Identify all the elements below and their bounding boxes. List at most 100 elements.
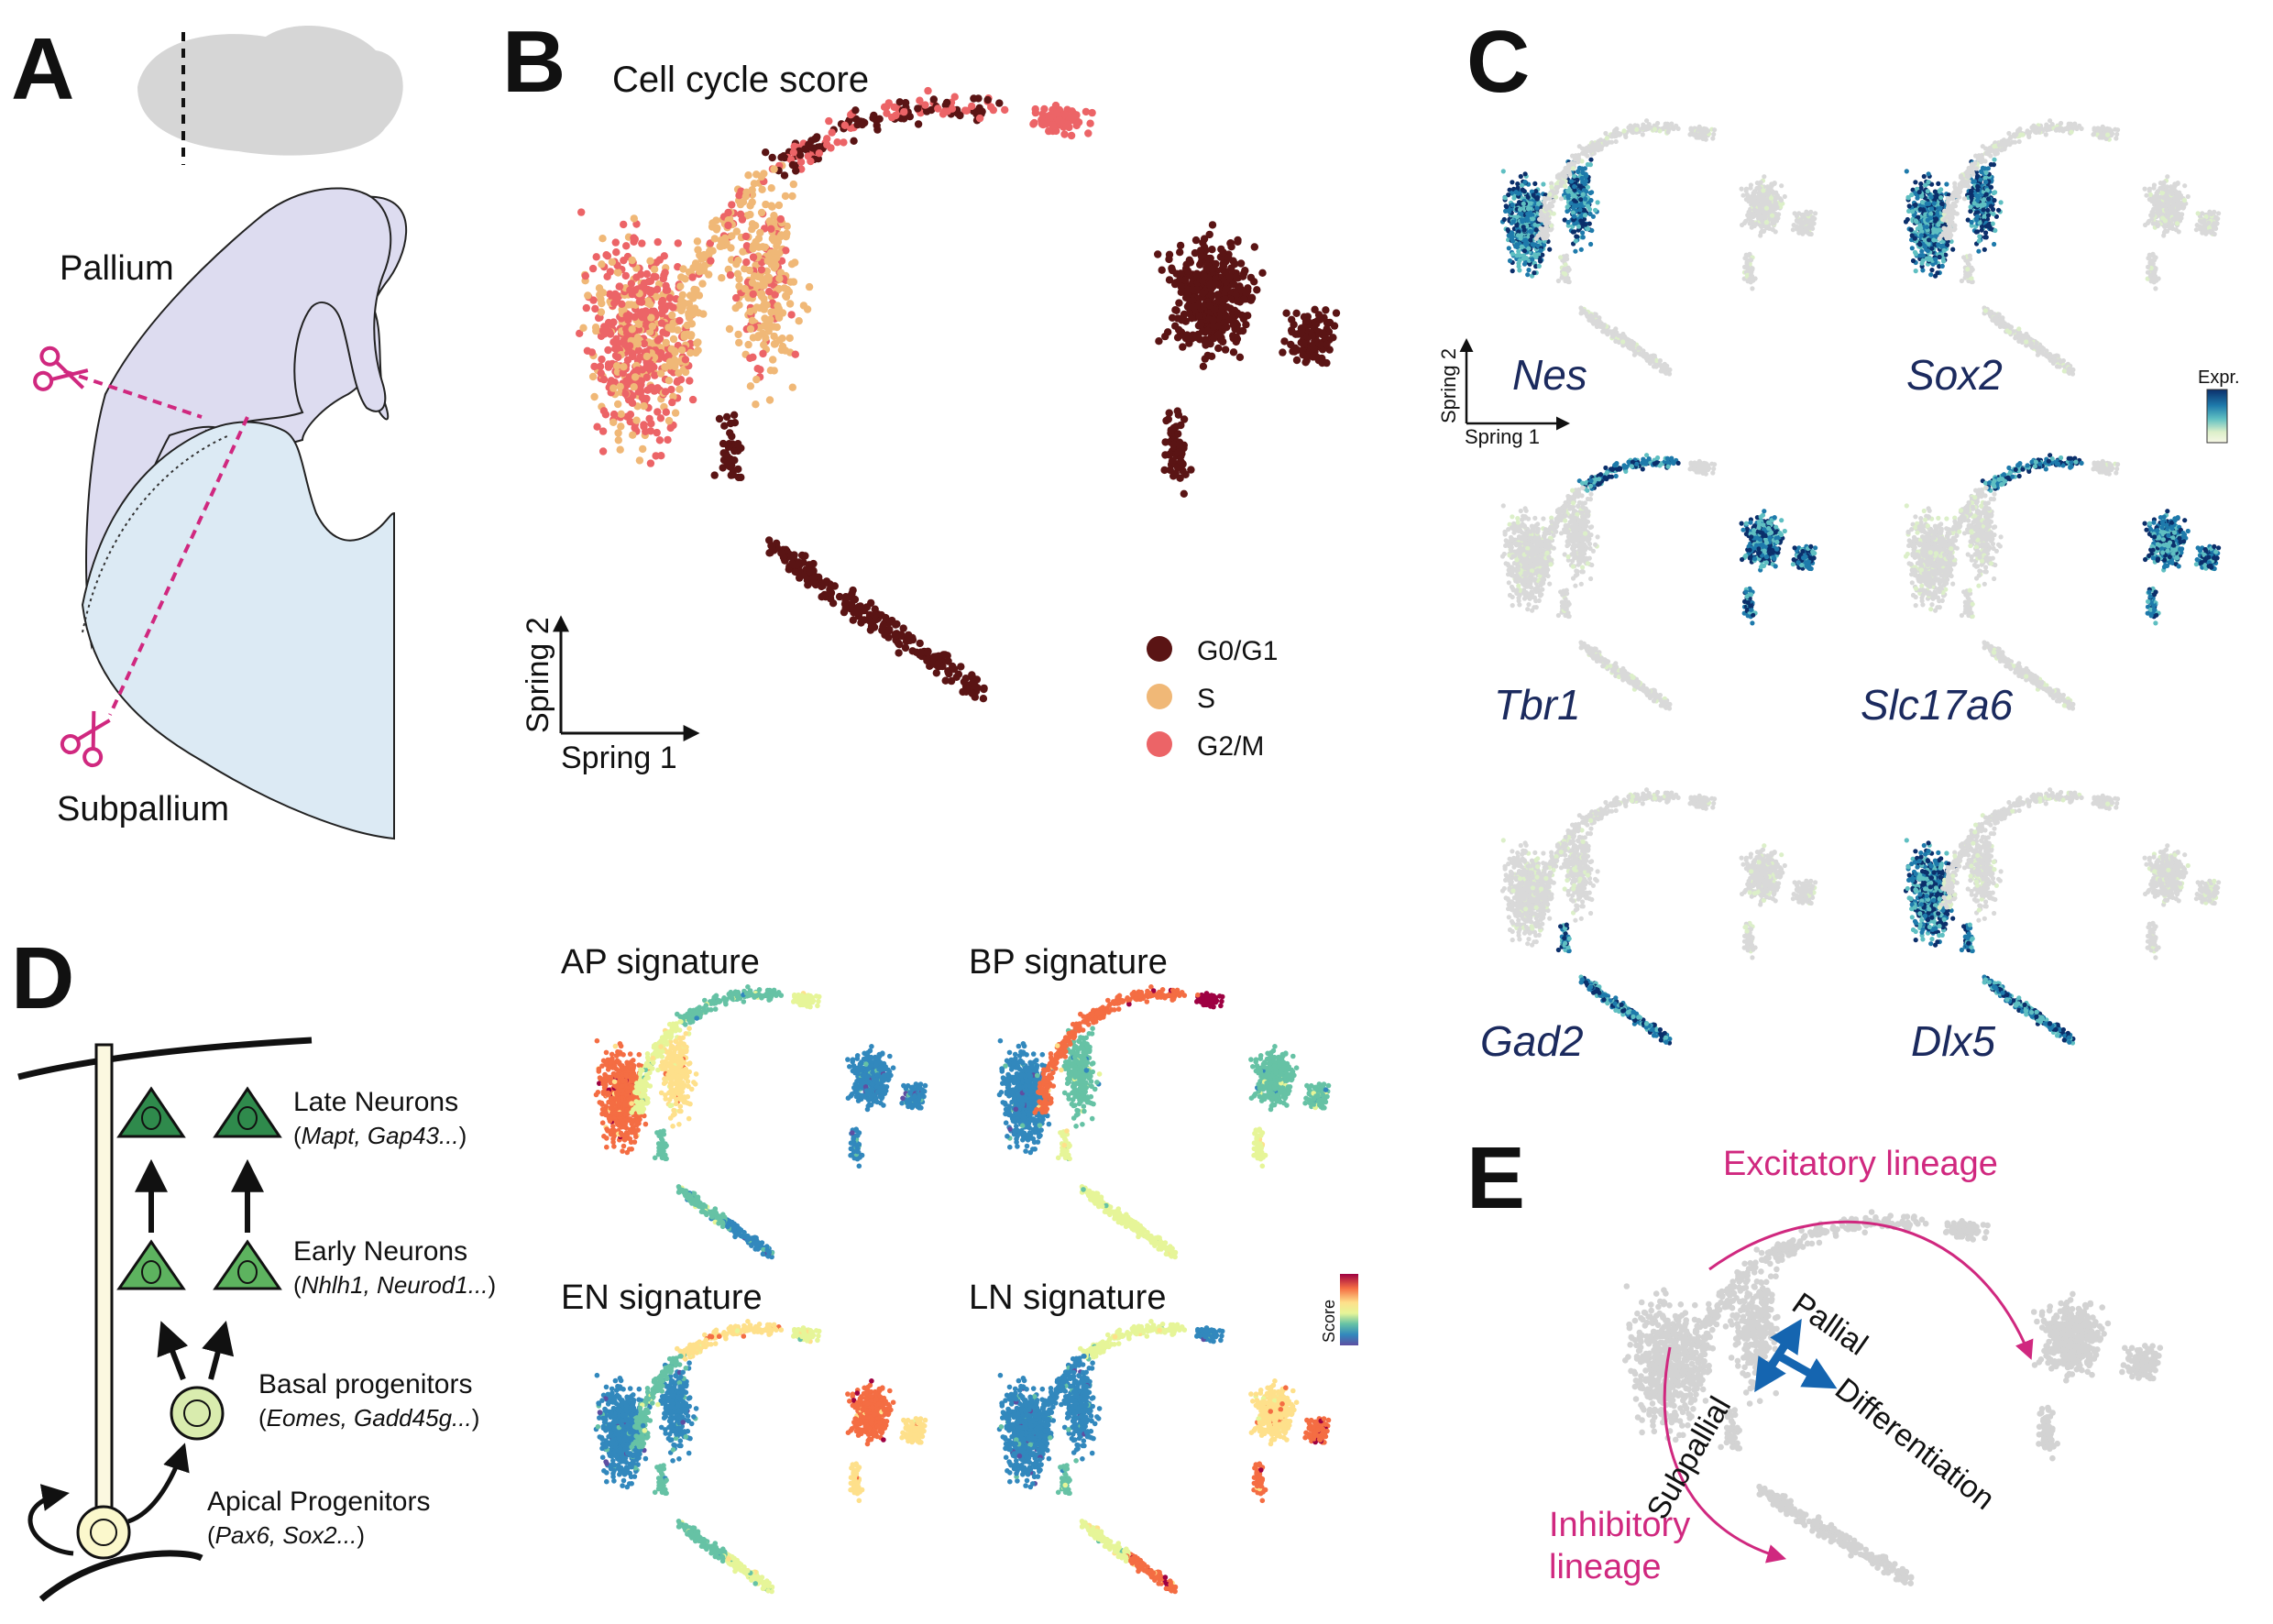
cell-point xyxy=(1199,290,1206,297)
cell-point xyxy=(1748,214,1752,218)
cell-point xyxy=(1607,140,1611,145)
cell-point xyxy=(1040,105,1048,113)
cell-point xyxy=(1927,237,1931,242)
cell-point xyxy=(734,257,741,264)
cell-point xyxy=(1227,243,1235,250)
cell-point xyxy=(1212,280,1219,287)
cell-point xyxy=(769,154,776,161)
cell-point xyxy=(1751,193,1756,198)
cell-point xyxy=(675,317,683,324)
cell-point xyxy=(611,345,619,352)
cell-point xyxy=(1598,137,1603,142)
cell-point xyxy=(647,459,654,466)
cell-point xyxy=(1224,303,1231,311)
cell-point xyxy=(1905,217,1910,222)
cell-point xyxy=(734,466,741,473)
cell-point xyxy=(1931,237,1936,242)
cell-point xyxy=(1528,237,1532,242)
legend-swatch-g2m xyxy=(1147,731,1172,757)
cell-point xyxy=(1610,133,1615,137)
cell-point xyxy=(1534,236,1539,241)
cell-point xyxy=(800,302,807,309)
cell-point xyxy=(767,225,774,233)
cell-point xyxy=(1911,258,1916,263)
cell-point xyxy=(1928,215,1933,220)
cell-point xyxy=(739,215,746,223)
cell-point xyxy=(1516,249,1521,254)
cell-point xyxy=(949,663,956,670)
cell-point xyxy=(1298,326,1305,334)
cell-point xyxy=(786,335,794,342)
cell-point xyxy=(645,278,653,285)
cell-point xyxy=(668,346,675,353)
cell-point xyxy=(1225,272,1233,280)
cell-point xyxy=(656,256,664,263)
cell-point xyxy=(1572,184,1576,189)
cell-point xyxy=(1626,341,1631,346)
cell-point xyxy=(1581,235,1586,239)
cell-point xyxy=(870,112,877,119)
cell-point xyxy=(774,302,781,309)
cell-point xyxy=(765,288,773,295)
cell-point xyxy=(1543,226,1547,231)
cell-point xyxy=(1753,201,1758,205)
cell-point xyxy=(951,93,959,101)
cell-point xyxy=(1917,190,1922,194)
cell-point xyxy=(593,253,600,260)
cell-point xyxy=(1556,279,1561,283)
cell-point xyxy=(1573,157,1577,161)
cell-point xyxy=(995,99,1003,106)
cell-point xyxy=(939,663,946,670)
cell-point xyxy=(1521,202,1526,206)
cell-point xyxy=(604,346,611,354)
cell-point xyxy=(974,94,982,102)
cell-point xyxy=(1164,328,1171,335)
cell-point xyxy=(732,294,740,302)
cell-point xyxy=(777,549,785,556)
cell-point xyxy=(717,236,724,244)
cell-point xyxy=(863,603,871,610)
cell-point xyxy=(1676,126,1681,131)
cell-point xyxy=(629,432,636,439)
cell-point xyxy=(1914,252,1918,257)
cell-point xyxy=(610,411,618,418)
cell-point xyxy=(1796,225,1801,230)
cell-point xyxy=(1189,286,1196,293)
cell-point xyxy=(724,222,731,229)
cell-point xyxy=(961,678,968,686)
cell-point xyxy=(694,246,701,253)
cell-point xyxy=(1631,346,1635,350)
cell-point xyxy=(1622,128,1627,133)
cell-point xyxy=(1588,158,1593,162)
cell-point xyxy=(1617,133,1621,137)
cell-point xyxy=(707,257,714,264)
cell-point xyxy=(1064,121,1071,128)
cell-point xyxy=(1813,211,1817,215)
cell-point xyxy=(1969,204,1973,209)
cell-point xyxy=(1992,198,1996,203)
cell-point xyxy=(1985,188,1990,192)
cell-point xyxy=(749,245,756,252)
cell-point xyxy=(971,682,978,689)
cell-point xyxy=(676,282,684,290)
cell-point xyxy=(1740,193,1745,198)
cell-point xyxy=(1929,247,1934,251)
cell-point xyxy=(1588,144,1593,148)
cell-point xyxy=(1504,203,1509,208)
cell-point xyxy=(768,184,775,192)
cell-point xyxy=(1223,324,1230,331)
cell-point xyxy=(1534,227,1539,232)
cell-point xyxy=(1279,348,1286,356)
cell-point xyxy=(730,411,738,419)
cell-point xyxy=(688,273,696,280)
cell-point xyxy=(1658,358,1663,363)
cell-point xyxy=(1168,426,1175,433)
cell-point xyxy=(1169,472,1177,479)
cell-point xyxy=(1774,205,1779,210)
cell-point xyxy=(1926,248,1930,253)
cell-point xyxy=(1555,173,1560,178)
cell-point xyxy=(627,418,634,425)
cell-point xyxy=(1317,341,1324,348)
cell-point xyxy=(1934,216,1938,221)
cell-point xyxy=(613,362,620,369)
